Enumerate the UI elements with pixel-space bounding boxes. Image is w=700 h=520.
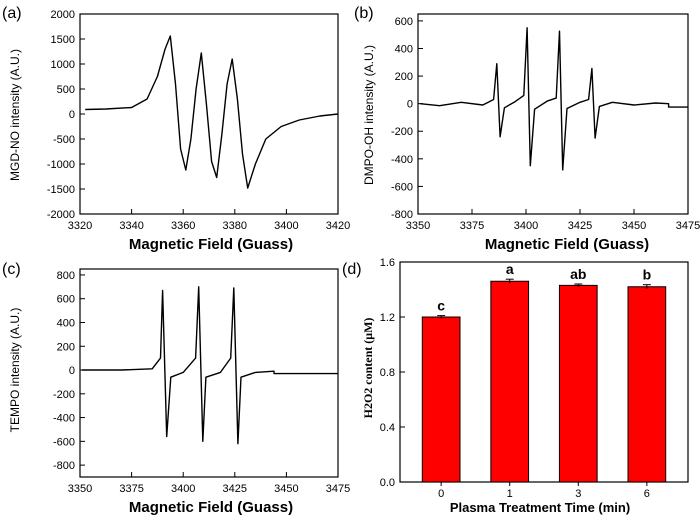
panel-d-xlabel: Plasma Treatment Time (min) — [450, 500, 630, 515]
y-tick-label: 1500 — [51, 34, 75, 46]
y-tick-label: 0 — [69, 109, 75, 121]
x-tick-label: 3400 — [274, 220, 298, 232]
y-tick-label: 1.2 — [380, 312, 395, 324]
x-tick-label: 3350 — [406, 220, 430, 232]
y-tick-label: 800 — [57, 270, 75, 282]
panel-c-ylabel: TEMPO intensity (A.U.) — [8, 308, 22, 433]
x-tick-label: 3475 — [676, 220, 700, 232]
x-tick-label: 1 — [507, 488, 513, 500]
panel-b-ylabel: DMPO-OH intensity (A.U.) — [362, 45, 376, 185]
y-tick-label: -400 — [391, 154, 413, 166]
x-tick-label: 3375 — [119, 483, 143, 495]
y-tick-label: -800 — [391, 209, 413, 221]
y-tick-label: 0 — [407, 99, 413, 111]
x-tick-label: 3475 — [326, 483, 350, 495]
x-tick-label: 6 — [644, 488, 650, 500]
y-tick-label: 0.4 — [380, 422, 395, 434]
x-tick-label: 3375 — [460, 220, 484, 232]
panel-c-xlabel: Magnetic Field (Guass) — [129, 499, 293, 516]
y-tick-label: -200 — [53, 389, 75, 401]
y-tick-label: 0.0 — [380, 477, 395, 489]
series-line-dmpo-oh — [420, 27, 688, 171]
y-tick-label: -400 — [53, 413, 75, 425]
y-tick-label: -600 — [53, 436, 75, 448]
significance-label: c — [437, 298, 445, 314]
x-tick-label: 3 — [575, 488, 581, 500]
significance-label: a — [506, 261, 514, 277]
x-tick-label: 3400 — [514, 220, 538, 232]
y-tick-label: 200 — [395, 71, 413, 83]
x-tick-label: 3425 — [568, 220, 592, 232]
x-tick-label: 3380 — [223, 220, 247, 232]
bar — [490, 280, 530, 483]
y-tick-label: 0 — [69, 365, 75, 377]
y-tick-label: -800 — [53, 460, 75, 472]
panel-b-epr-dmpo-oh: (b) Magnetic Field (Guass) DMPO-OH inten… — [354, 5, 700, 253]
x-tick-label: 3450 — [274, 483, 298, 495]
y-tick-label: -200 — [391, 126, 413, 138]
y-tick-label: -500 — [53, 134, 75, 146]
x-tick-label: 3360 — [171, 220, 195, 232]
y-tick-label: 500 — [57, 84, 75, 96]
panel-c-epr-tempo: (c) Magnetic Field (Guass) TEMPO intensi… — [2, 261, 350, 516]
y-tick-label: 400 — [395, 43, 413, 55]
x-tick-label: 3450 — [622, 220, 646, 232]
bar — [558, 284, 598, 483]
panel-a-label: (a) — [2, 5, 22, 22]
y-tick-label: 600 — [395, 16, 413, 28]
plot-frame — [79, 13, 339, 215]
x-tick-label: 3400 — [171, 483, 195, 495]
y-tick-label: -1000 — [47, 159, 75, 171]
panel-b-xlabel: Magnetic Field (Guass) — [485, 236, 649, 253]
significance-label: ab — [570, 266, 586, 282]
x-tick-label: 0 — [438, 488, 444, 500]
plot-frame — [417, 13, 689, 215]
y-tick-label: 400 — [57, 317, 75, 329]
y-tick-label: -2000 — [47, 209, 75, 221]
x-tick-label: 3340 — [119, 220, 143, 232]
bar — [421, 316, 461, 483]
panel-c-label: (c) — [2, 261, 21, 278]
panel-d-label: (d) — [342, 261, 362, 278]
x-tick-label: 3350 — [68, 483, 92, 495]
y-tick-label: -1500 — [47, 184, 75, 196]
series-line-tempo — [82, 286, 338, 445]
x-tick-label: 3425 — [223, 483, 247, 495]
y-tick-label: -600 — [391, 181, 413, 193]
panel-d-ylabel: H2O2 content (μM) — [361, 318, 375, 419]
y-tick-label: 1.6 — [380, 257, 395, 269]
bar — [627, 286, 667, 483]
panel-b-label: (b) — [354, 5, 374, 22]
y-tick-label: 600 — [57, 294, 75, 306]
x-tick-label: 3320 — [68, 220, 92, 232]
y-tick-label: 200 — [57, 341, 75, 353]
panel-a-epr-mgd-no: (a) Magnetic Field (Guass) MGD-NO intens… — [2, 5, 350, 253]
series-line-mgd-no — [85, 35, 339, 189]
significance-label: b — [643, 267, 652, 283]
x-tick-label: 3420 — [326, 220, 350, 232]
y-tick-label: 0.8 — [380, 367, 395, 379]
y-tick-label: 2000 — [51, 9, 75, 21]
y-tick-label: 1000 — [51, 59, 75, 71]
panel-a-xlabel: Magnetic Field (Guass) — [129, 236, 293, 253]
panel-d-h2o2-bar-chart: (d) Plasma Treatment Time (min) H2O2 con… — [342, 257, 689, 515]
panel-a-ylabel: MGD-NO intensity (A.U.) — [8, 49, 22, 181]
